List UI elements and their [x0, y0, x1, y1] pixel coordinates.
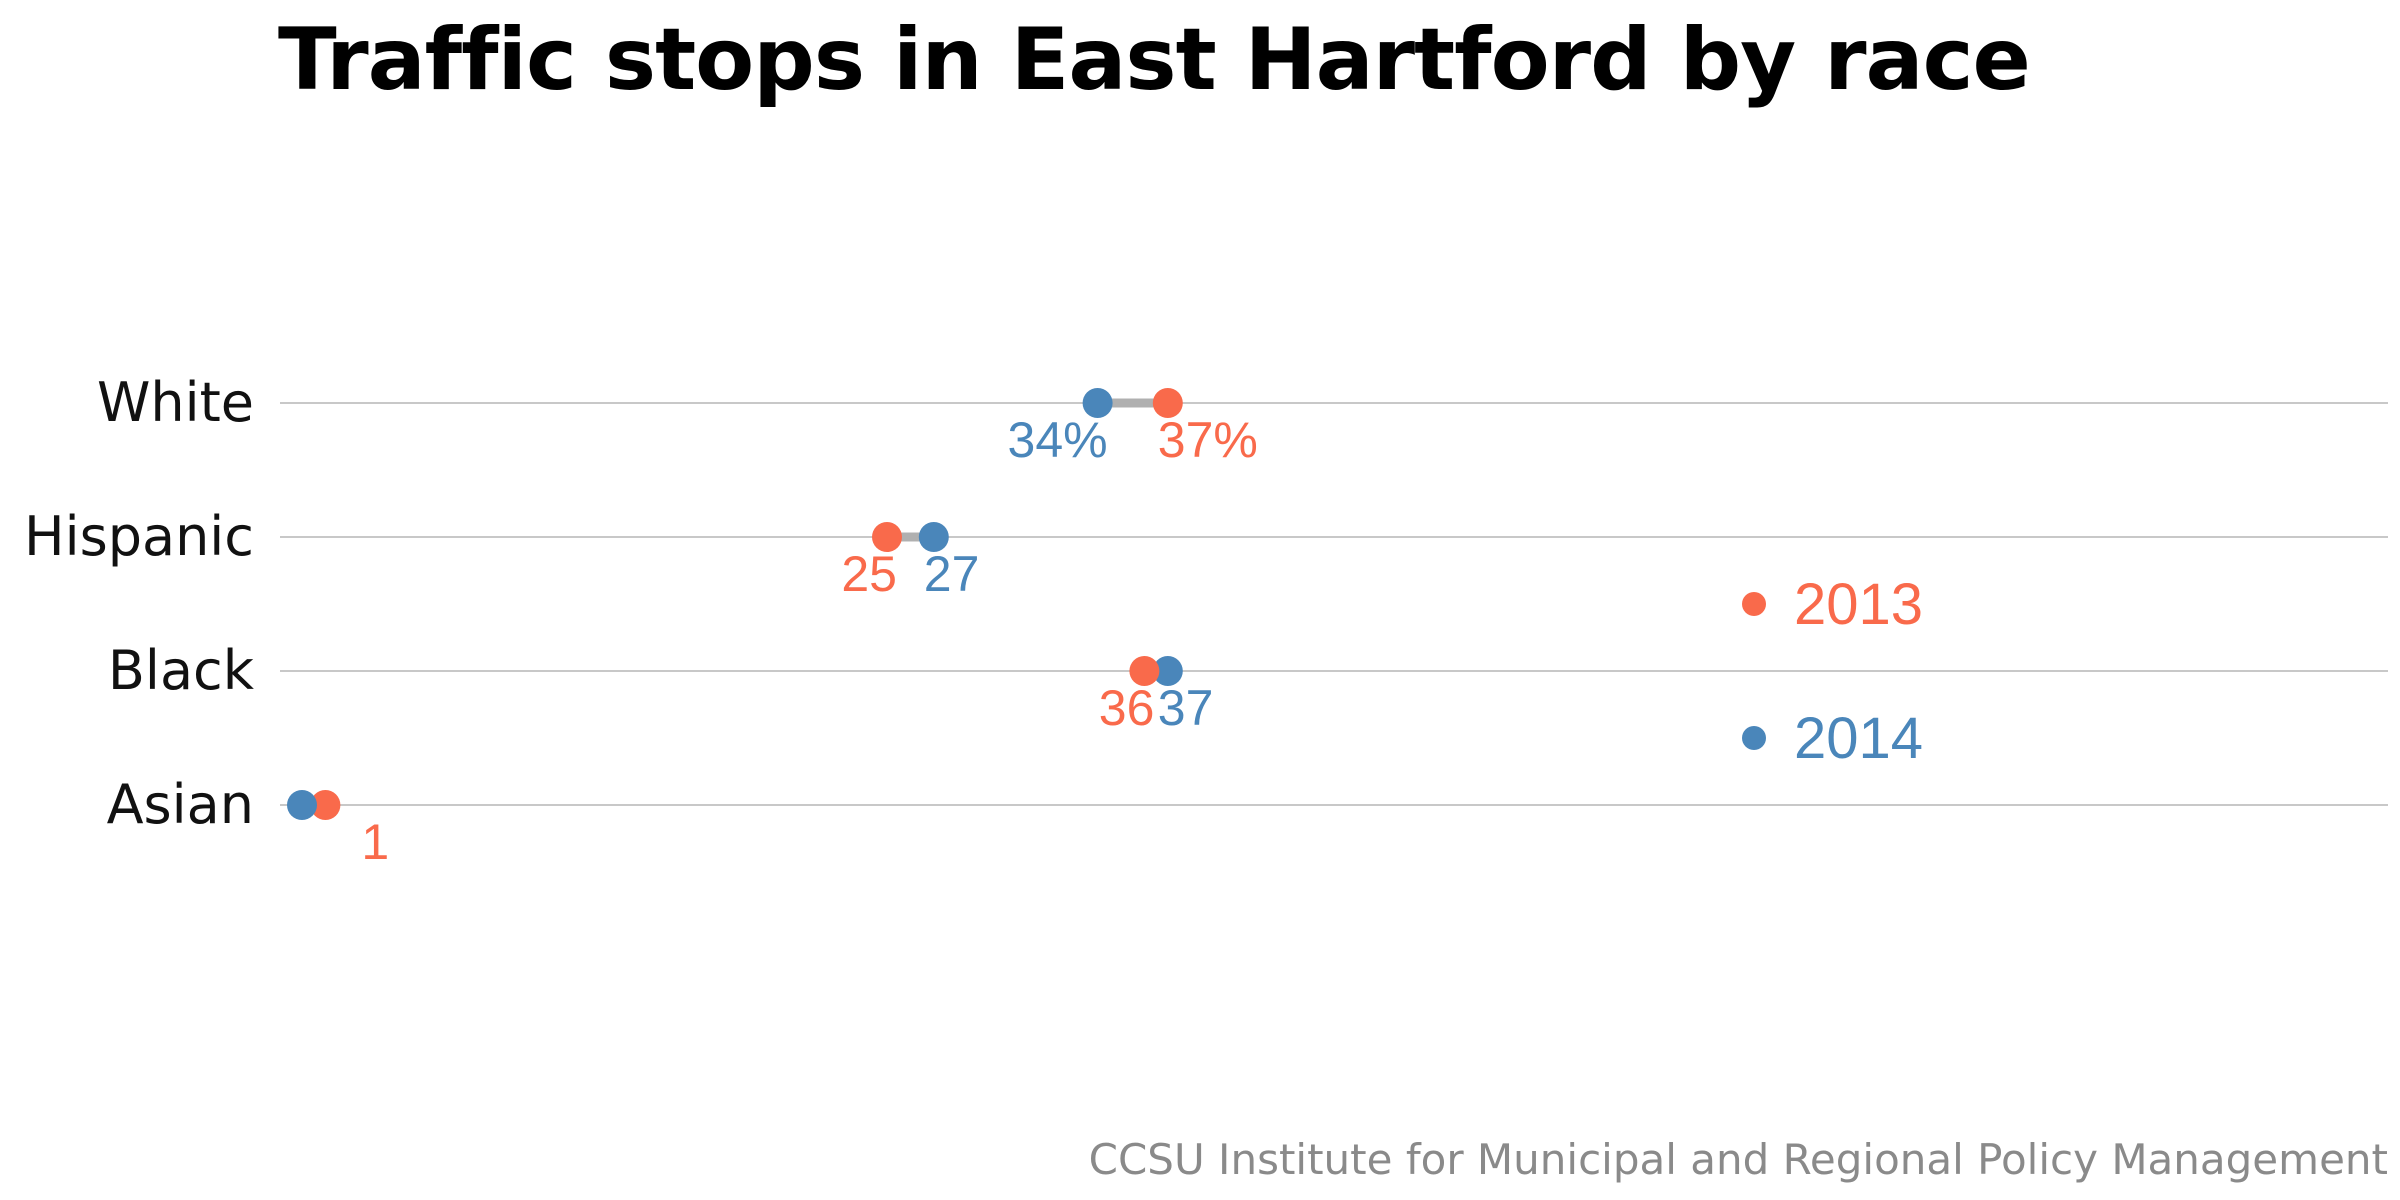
legend-marker-2014: [1742, 726, 1766, 750]
dot-white-2014: [1082, 388, 1113, 418]
dot-black-2014: [1152, 656, 1183, 686]
category-label-hispanic: Hispanic: [24, 505, 254, 568]
dot-asian-2013: [310, 790, 341, 820]
category-label-black: Black: [108, 639, 255, 702]
legend-label-2014: 2014: [1794, 706, 1923, 771]
data-label-black-2013: 36: [1099, 680, 1155, 736]
category-labels: White Hispanic Black Asian: [24, 371, 255, 836]
dot-white-2013: [1152, 388, 1183, 418]
legend-marker-2013: [1742, 592, 1766, 616]
data-label-black-2014: 37: [1158, 680, 1214, 736]
gridlines: [280, 402, 2388, 806]
dot-black-2013: [1129, 656, 1160, 686]
source-note: CCSU Institute for Municipal and Regiona…: [1088, 1135, 2388, 1184]
legend-label-2013: 2013: [1794, 572, 1923, 637]
dot-hispanic-2013: [872, 522, 902, 552]
data-points: [287, 388, 1183, 820]
data-label-asian-2013: 1: [361, 814, 389, 870]
data-label-hispanic-2013: 25: [841, 546, 897, 602]
category-label-asian: Asian: [107, 773, 254, 836]
legend: 2013 2014: [1742, 572, 1923, 771]
chart-title: Traffic stops in East Hartford by race: [278, 10, 2031, 110]
category-label-white: White: [97, 371, 254, 434]
data-labels: 34% 37% 25 27 36 37 1: [361, 412, 1257, 870]
data-label-white-2013: 37%: [1158, 412, 1258, 468]
dot-hispanic-2014: [918, 522, 949, 552]
data-label-hispanic-2014: 27: [924, 546, 980, 602]
data-label-white-2014: 34%: [1008, 412, 1108, 468]
dot-asian-2014: [287, 790, 317, 820]
